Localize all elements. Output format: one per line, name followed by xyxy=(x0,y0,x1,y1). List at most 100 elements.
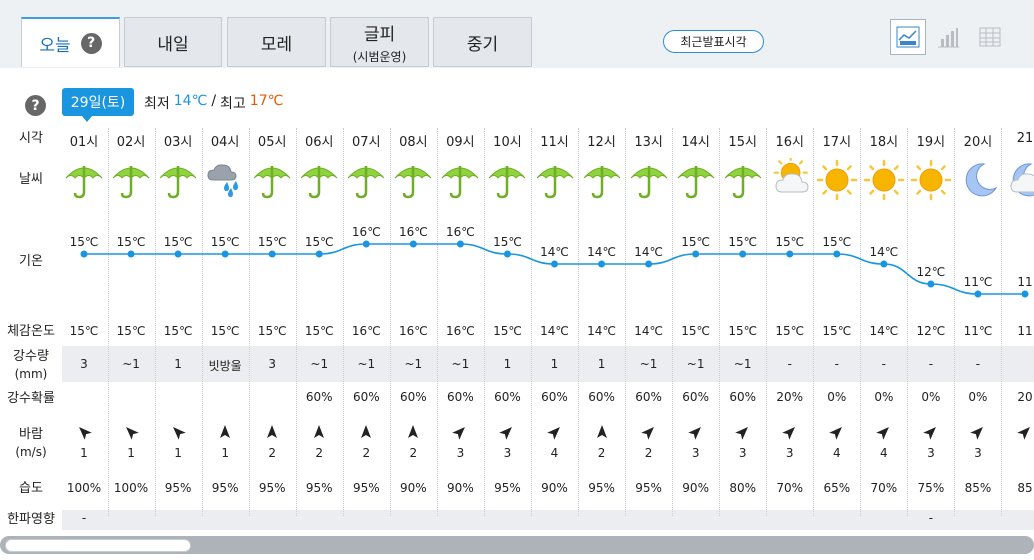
humidity-cell: 85% xyxy=(964,481,992,495)
humidity-cell: 100% xyxy=(113,481,149,495)
row-label-humidity: 습도 xyxy=(19,481,43,496)
prob-cell: 60% xyxy=(541,390,568,404)
wind-arrow-icon xyxy=(1002,423,1034,441)
temp-point xyxy=(692,250,700,258)
precip-cell: 3 xyxy=(268,357,276,371)
row-label-prob: 강수확률 xyxy=(7,391,55,406)
wind-speed-cell: 2 xyxy=(315,446,324,460)
column-divider xyxy=(436,128,438,516)
date-badge: 29일(토) xyxy=(62,88,134,122)
time-cell: 13시 xyxy=(634,135,663,150)
precip-cell: ~1 xyxy=(451,357,470,371)
temp-point xyxy=(645,260,653,268)
wind-speed-cell: 2 xyxy=(644,446,653,460)
column-divider xyxy=(530,128,532,516)
temp-label: 15℃ xyxy=(257,235,287,249)
temp-label: 16℃ xyxy=(398,225,428,239)
temp-point xyxy=(268,250,276,258)
row-label-time: 시각 xyxy=(19,131,43,146)
wind-arrow-icon xyxy=(531,423,578,441)
precip-cell: ~1 xyxy=(404,357,423,371)
horizontal-scrollbar[interactable] xyxy=(0,536,1034,554)
feel-cell: 15℃ xyxy=(681,324,711,338)
time-cell: 20시 xyxy=(963,135,993,150)
time-cell: 12시 xyxy=(587,135,616,150)
table-view-icon[interactable] xyxy=(972,19,1008,55)
scrollbar-thumb[interactable] xyxy=(5,539,191,552)
humidity-cell: 70% xyxy=(776,481,804,495)
column-divider xyxy=(248,128,250,516)
tab-2[interactable]: 내일 xyxy=(124,17,222,67)
time-cell: 07시 xyxy=(352,135,381,150)
time-cell: 06시 xyxy=(304,135,334,150)
humidity-cell: 95% xyxy=(352,481,380,495)
tab-label: 모레 xyxy=(260,34,293,55)
min-temp: 14℃ xyxy=(173,93,208,109)
time-cell: 17시 xyxy=(822,135,852,150)
column-divider xyxy=(154,128,156,516)
wind-arrow-icon xyxy=(672,423,719,441)
prob-cell: 60% xyxy=(400,390,427,404)
wind-speed-cell: 1 xyxy=(221,446,229,460)
time-cell: 11시 xyxy=(540,135,569,150)
column-divider xyxy=(107,128,109,516)
temp-label: 15℃ xyxy=(69,235,99,249)
wind-speed-cell: 2 xyxy=(362,446,371,460)
prob-cell: 20% xyxy=(776,390,804,404)
umbrella-icon xyxy=(344,158,388,202)
column-divider xyxy=(201,128,203,516)
bar-view-icon[interactable] xyxy=(930,19,966,55)
wind-arrow-icon xyxy=(108,423,155,441)
feel-cell: 15℃ xyxy=(728,324,758,338)
wind-arrow-icon xyxy=(813,423,860,441)
sun-icon xyxy=(862,158,906,202)
tab-4[interactable]: 글피 (시범운영) xyxy=(330,17,429,67)
umbrella-icon xyxy=(62,158,106,202)
wind-arrow-icon xyxy=(296,423,343,441)
umbrella-icon xyxy=(438,158,482,202)
prob-cell: 0% xyxy=(968,390,988,404)
temp-point xyxy=(551,260,558,268)
temp-point xyxy=(927,280,935,288)
precip-cell: 1 xyxy=(174,357,182,371)
wind-arrow-icon xyxy=(484,423,531,441)
wind-arrow-icon xyxy=(437,423,484,441)
umbrella-icon xyxy=(674,158,718,202)
feel-cell: 11℃ xyxy=(963,324,993,338)
temp-point xyxy=(409,240,417,248)
temp-point xyxy=(221,250,229,258)
wind-speed-cell: 3 xyxy=(503,446,512,460)
cold-row-band xyxy=(62,510,1034,530)
moon-icon xyxy=(956,158,1000,202)
cold-cell: - xyxy=(928,511,934,525)
precip-cell: - xyxy=(975,357,981,371)
sun-cloud-icon xyxy=(768,155,812,202)
graph-view-icon[interactable] xyxy=(890,19,926,55)
help-icon[interactable]: ? xyxy=(25,95,46,116)
prob-cell: 60% xyxy=(494,390,521,404)
recent-release-button[interactable]: 최근발표시각 xyxy=(663,30,764,53)
tab-5[interactable]: 중기 xyxy=(433,17,532,67)
temp-point xyxy=(598,260,606,268)
precip-cell: ~1 xyxy=(122,357,140,371)
temp-point xyxy=(456,240,464,248)
tab-1[interactable]: 오늘? xyxy=(21,17,120,67)
column-divider xyxy=(860,128,862,516)
row-label-precip-unit: (mm) xyxy=(14,367,48,381)
umbrella-icon xyxy=(250,158,294,202)
tab-3[interactable]: 모레 xyxy=(227,17,326,67)
precip-cell: ~1 xyxy=(310,357,329,371)
help-icon[interactable]: ? xyxy=(80,32,102,54)
column-divider xyxy=(907,128,909,516)
column-divider xyxy=(719,128,721,516)
prob-cell: 60% xyxy=(635,390,662,404)
precip-cell: ~1 xyxy=(686,357,705,371)
wind-speed-cell: 2 xyxy=(597,446,606,460)
temp-label: 14℃ xyxy=(634,245,663,259)
time-cell: 15시 xyxy=(728,135,757,150)
umbrella-icon xyxy=(109,158,153,202)
prob-cell: 60% xyxy=(588,390,615,404)
time-cell: 03시 xyxy=(163,135,193,150)
wind-speed-cell: 2 xyxy=(268,446,276,460)
tab-label: 내일 xyxy=(157,34,189,55)
